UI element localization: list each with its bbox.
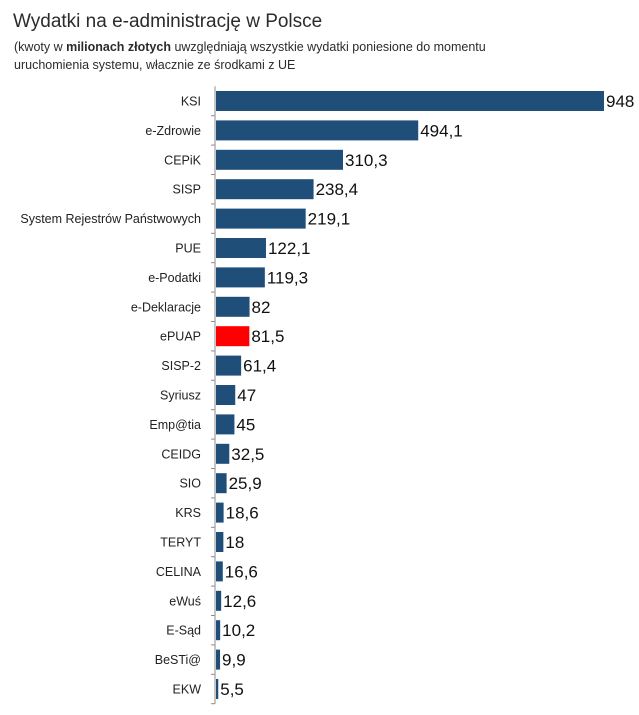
value-label-syriusz: 47: [237, 386, 256, 405]
value-label-ekw: 5,5: [220, 680, 244, 699]
value-label-sisp-2: 61,4: [243, 357, 276, 376]
value-label-cepik: 310,3: [345, 151, 388, 170]
value-label-sisp: 238,4: [316, 180, 359, 199]
bar-system-rejestr-w-pa-stwowych: [216, 208, 306, 229]
bar-sisp-2: [216, 355, 242, 376]
category-label-sisp-2: SISP-2: [161, 359, 201, 373]
bar-epuap: [216, 326, 250, 347]
category-label-cepik: CEPiK: [164, 153, 201, 167]
category-label-sisp: SISP: [173, 183, 202, 197]
chart-subtitle: (kwoty w milionach złotych uwzględniają …: [14, 38, 494, 74]
bar-emp-tia: [216, 414, 235, 435]
category-label-ewu: eWuś: [169, 594, 201, 608]
value-label-ewu: 12,6: [223, 592, 256, 611]
bar-syriusz: [216, 385, 236, 405]
value-label-e-s-d: 10,2: [222, 621, 255, 640]
bar-krs: [216, 502, 224, 523]
category-label-krs: KRS: [175, 506, 201, 520]
value-label-krs: 18,6: [226, 504, 259, 523]
bar-sio: [216, 473, 227, 494]
bar-e-podatki: [216, 267, 265, 288]
subtitle-text-end: uwzględniają wszystkie wydatki poniesion…: [14, 40, 486, 72]
value-label-system-rejestr-w-pa-stwowych: 219,1: [308, 210, 351, 229]
category-label-besti: BeSTi@: [155, 653, 201, 667]
value-label-emp-tia: 45: [236, 415, 255, 434]
bar-pue: [216, 238, 266, 258]
category-label-teryt: TERYT: [160, 536, 201, 550]
category-label-e-zdrowie: e-Zdrowie: [145, 124, 201, 138]
category-label-emp-tia: Emp@tia: [149, 418, 201, 432]
value-label-sio: 25,9: [229, 474, 262, 493]
category-label-epuap: ePUAP: [160, 330, 201, 344]
category-label-ksi: KSI: [181, 95, 201, 109]
bar-besti: [216, 649, 221, 670]
bar-celina: [216, 561, 223, 582]
category-label-e-s-d: E-Sąd: [166, 624, 201, 638]
bar-teryt: [216, 532, 224, 552]
value-label-e-deklaracje: 82: [252, 298, 271, 317]
value-label-besti: 9,9: [222, 651, 246, 670]
category-label-ekw: EKW: [173, 683, 202, 697]
value-label-e-podatki: 119,3: [267, 268, 308, 287]
value-label-epuap: 81,5: [251, 327, 284, 346]
category-label-pue: PUE: [175, 242, 201, 256]
value-label-pue: 122,1: [268, 239, 311, 258]
subtitle-text-start: (kwoty w: [14, 40, 67, 54]
bar-ksi: [216, 91, 604, 111]
value-label-celina: 16,6: [225, 562, 258, 581]
category-label-syriusz: Syriusz: [160, 389, 201, 403]
chart-title: Wydatki na e-administrację w Polsce: [13, 11, 323, 32]
category-label-sio: SIO: [179, 477, 201, 491]
bar-cepik: [216, 149, 344, 170]
bar-sisp: [216, 179, 314, 200]
subtitle-unit-emphasis: milionach złotych: [66, 40, 171, 54]
bar-e-s-d: [216, 620, 221, 641]
category-label-ceidg: CEIDG: [161, 447, 201, 461]
category-label-e-deklaracje: e-Deklaracje: [131, 300, 201, 314]
bar-ekw: [216, 679, 219, 699]
value-label-ceidg: 32,5: [231, 445, 264, 464]
category-label-system-rejestr-w-pa-stwowych: System Rejestrów Państwowych: [20, 212, 201, 226]
bar-e-zdrowie: [216, 120, 419, 141]
value-label-e-zdrowie: 494,1: [420, 121, 463, 140]
value-label-ksi: 948: [606, 92, 634, 111]
bar-ceidg: [216, 443, 230, 464]
value-label-teryt: 18: [225, 533, 244, 552]
bar-e-deklaracje: [216, 296, 250, 317]
category-label-e-podatki: e-Podatki: [148, 271, 201, 285]
bar-ewu: [216, 590, 222, 611]
category-label-celina: CELINA: [156, 565, 202, 579]
